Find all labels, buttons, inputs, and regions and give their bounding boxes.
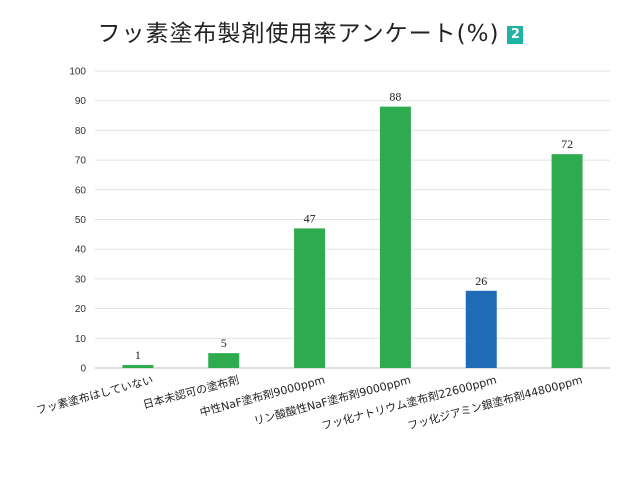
- y-tick-label: 10: [75, 334, 87, 345]
- y-tick-label: 50: [75, 215, 87, 226]
- data-label: 1: [135, 348, 141, 362]
- bar: [465, 290, 497, 368]
- data-label: 88: [389, 90, 401, 104]
- bar: [379, 106, 411, 368]
- y-tick-label: 100: [69, 67, 86, 78]
- bar: [551, 154, 583, 368]
- data-label: 26: [475, 274, 487, 288]
- bar: [208, 353, 240, 368]
- y-tick-label: 90: [75, 96, 87, 107]
- category-label: フッ素塗布はしていない: [35, 372, 155, 417]
- figure-number-badge: 2: [507, 26, 524, 44]
- data-label: 47: [304, 211, 316, 225]
- y-tick-label: 40: [75, 245, 87, 256]
- y-tick-label: 70: [75, 156, 87, 167]
- y-tick-label: 60: [75, 185, 87, 196]
- y-tick-label: 0: [80, 364, 86, 375]
- chart-title-wrap: フッ素塗布製剤使用率アンケート(%) 2: [0, 14, 621, 48]
- data-label: 5: [221, 336, 227, 350]
- y-tick-label: 80: [75, 126, 87, 137]
- y-tick-label: 20: [75, 304, 87, 315]
- chart-title: フッ素塗布製剤使用率アンケート(%): [97, 21, 500, 47]
- data-label: 72: [561, 137, 573, 151]
- y-tick-label: 30: [75, 274, 87, 285]
- bar: [122, 365, 154, 368]
- bar: [294, 228, 326, 368]
